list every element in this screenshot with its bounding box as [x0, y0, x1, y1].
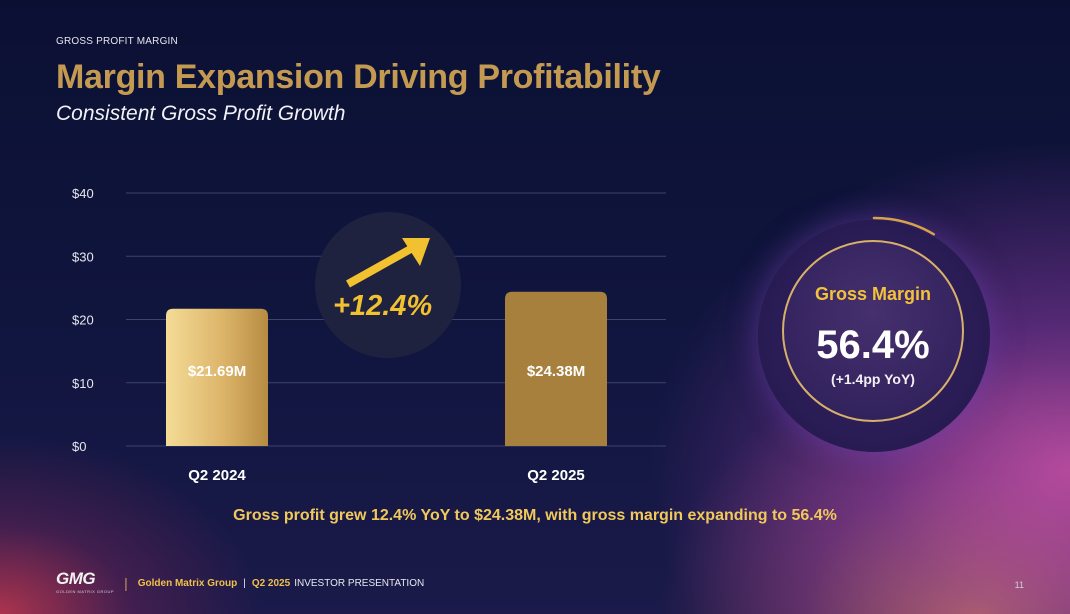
x-tick-label: Q2 2024	[188, 467, 246, 484]
gross-margin-change: (+1.4pp YoY)	[831, 371, 915, 387]
section-eyebrow: GROSS PROFIT MARGIN	[56, 36, 178, 47]
gross-margin-label: Gross Margin	[814, 284, 932, 304]
bar-value-label: $24.38M	[527, 363, 585, 380]
gmg-logo: GMG GOLDEN MATRIX GROUP	[56, 568, 115, 594]
gross-margin-ring	[782, 240, 964, 422]
footer-company: Golden Matrix Group	[137, 577, 238, 589]
page-title: Margin Expansion Driving Profitability	[56, 58, 661, 96]
growth-percentage: +12.4%	[333, 290, 433, 322]
footer-separator: |	[243, 577, 246, 589]
page-subtitle: Consistent Gross Profit Growth	[56, 102, 346, 125]
growth-badge	[315, 212, 461, 358]
footer: GMG GOLDEN MATRIX GROUP | Golden Matrix …	[56, 568, 425, 594]
page-number: 11	[1014, 580, 1024, 590]
x-tick-label: Q2 2025	[527, 467, 585, 484]
y-tick-label: $0	[72, 439, 86, 454]
y-tick-label: $20	[72, 313, 94, 328]
y-tick-label: $40	[72, 186, 94, 201]
bar-value-label: $21.69M	[188, 363, 246, 380]
gross-margin-value: 56.4%	[816, 323, 930, 367]
footer-doc: INVESTOR PRESENTATION	[294, 577, 425, 589]
bar	[505, 291, 607, 446]
footer-period: Q2 2025	[251, 577, 291, 589]
bar	[166, 308, 268, 446]
up-arrow-icon	[346, 238, 430, 288]
summary-caption: Gross profit grew 12.4% YoY to $24.38M, …	[233, 507, 837, 524]
y-tick-label: $30	[72, 249, 94, 264]
footer-divider: |	[124, 575, 128, 591]
y-tick-label: $10	[72, 376, 94, 391]
